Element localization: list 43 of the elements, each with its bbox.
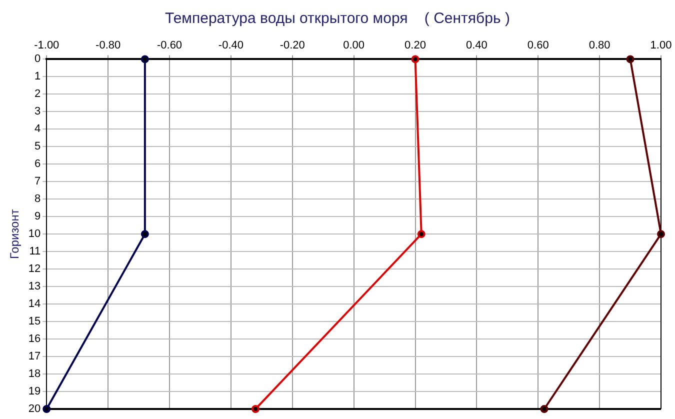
y-tick-label: 20 [28,403,41,416]
y-tick-label: 15 [28,316,41,328]
x-tick-label: -0.20 [280,40,305,52]
x-tick-label: 0.40 [466,40,488,52]
x-tick-label: -1.00 [34,40,60,52]
y-axis-title: Горизонт [8,208,22,260]
point [411,55,420,64]
y-tick-label: 2 [34,88,41,100]
point [252,405,260,413]
point [42,405,51,413]
y-tick-label: 10 [28,228,41,240]
y-tick-label: 6 [34,158,41,170]
y-tick-label: 1 [34,70,41,83]
y-tick-label: 0 [34,53,41,66]
y-tick-label: 18 [28,368,41,380]
y-tick-label: 8 [34,193,41,206]
y-tick-label: 19 [28,386,41,398]
y-tick-label: 5 [34,140,41,153]
point [417,230,426,238]
x-tick-label: 0.60 [527,40,549,52]
x-tick-label: 0.80 [588,40,610,52]
y-tick-label: 9 [34,210,41,223]
y-tick-label: 17 [28,350,41,363]
point [626,55,634,64]
point [140,55,149,64]
point [540,405,548,413]
x-tick-label: -0.60 [156,40,182,52]
x-tick-label: 0.00 [343,40,365,52]
y-tick-label: 13 [28,280,41,293]
y-tick-label: 4 [34,123,41,136]
x-tick-label: 1.00 [650,40,672,52]
y-tick-label: 14 [28,298,41,310]
point [140,230,149,238]
y-tick-label: 7 [34,176,41,188]
point [657,230,665,238]
chart-title: Температура воды открытого моря ( Сентябрь ) [164,10,511,27]
x-tick-label: -0.40 [218,40,244,52]
y-tick-label: 11 [29,246,41,258]
x-tick-label: 0.20 [404,40,426,52]
y-tick-label: 12 [28,263,41,276]
y-tick-label: 3 [34,106,41,118]
y-tick-label: 16 [28,333,41,346]
x-tick-label: -0.80 [96,40,121,52]
